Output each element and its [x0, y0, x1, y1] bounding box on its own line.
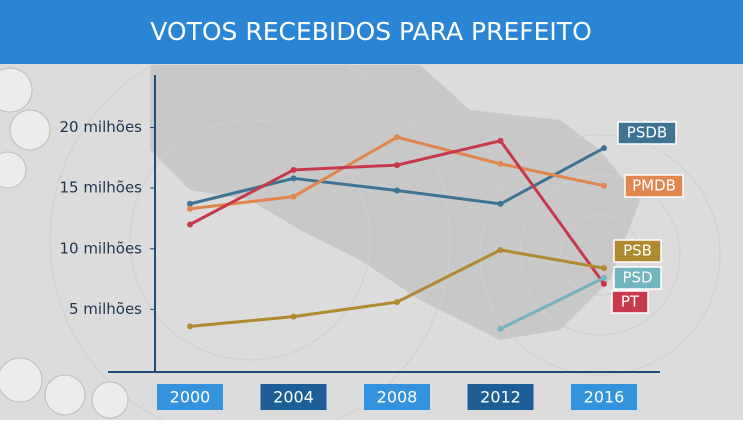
x-tick-box [467, 384, 534, 410]
title-bar [0, 0, 743, 64]
x-tick-label: 2000 [170, 388, 211, 407]
point [497, 325, 504, 332]
x-tick-box [571, 384, 637, 410]
y-tick-label: 15 milhões [59, 179, 142, 197]
coins [0, 67, 129, 419]
point [290, 313, 297, 320]
series-label: PT [621, 293, 640, 311]
point [290, 193, 297, 200]
y-tick-label: 10 milhões [59, 239, 142, 257]
point [497, 137, 504, 144]
x-tick-label: 2008 [377, 388, 418, 407]
point [187, 205, 193, 212]
x-tick-label: 2012 [480, 388, 521, 407]
point [290, 175, 297, 182]
map-shape [150, 65, 640, 340]
series-label-box [624, 174, 684, 198]
y-tick-label: 20 milhões [59, 118, 142, 136]
point [601, 145, 607, 152]
chart-title: VOTOS RECEBIDOS PARA PREFEITO [150, 17, 592, 46]
x-tick-box [157, 384, 223, 410]
point [187, 323, 193, 330]
y-tick-label: 5 milhões [69, 300, 142, 318]
point [394, 187, 400, 194]
series-label-box [617, 121, 677, 145]
series-label: PSB [623, 242, 652, 260]
point [601, 280, 607, 287]
point [394, 299, 400, 306]
x-tick-box [364, 384, 430, 410]
point [497, 200, 504, 207]
point [394, 162, 400, 169]
x-tick-label: 2016 [584, 388, 625, 407]
series-label: PMDB [632, 177, 676, 195]
point [187, 221, 193, 228]
x-tick-label: 2004 [273, 388, 314, 407]
point [394, 134, 400, 141]
point [601, 265, 607, 272]
point [497, 246, 504, 253]
series-line [499, 276, 605, 331]
series-label-box [613, 239, 662, 263]
series-label: PSDB [627, 124, 667, 142]
series-label-box [611, 290, 649, 314]
point [497, 160, 504, 167]
point [601, 182, 607, 189]
point [187, 200, 193, 207]
point [601, 274, 607, 281]
point [290, 166, 297, 173]
x-tick-box [260, 384, 327, 410]
series-label-box [613, 266, 662, 290]
series-label: PSD [622, 269, 652, 287]
